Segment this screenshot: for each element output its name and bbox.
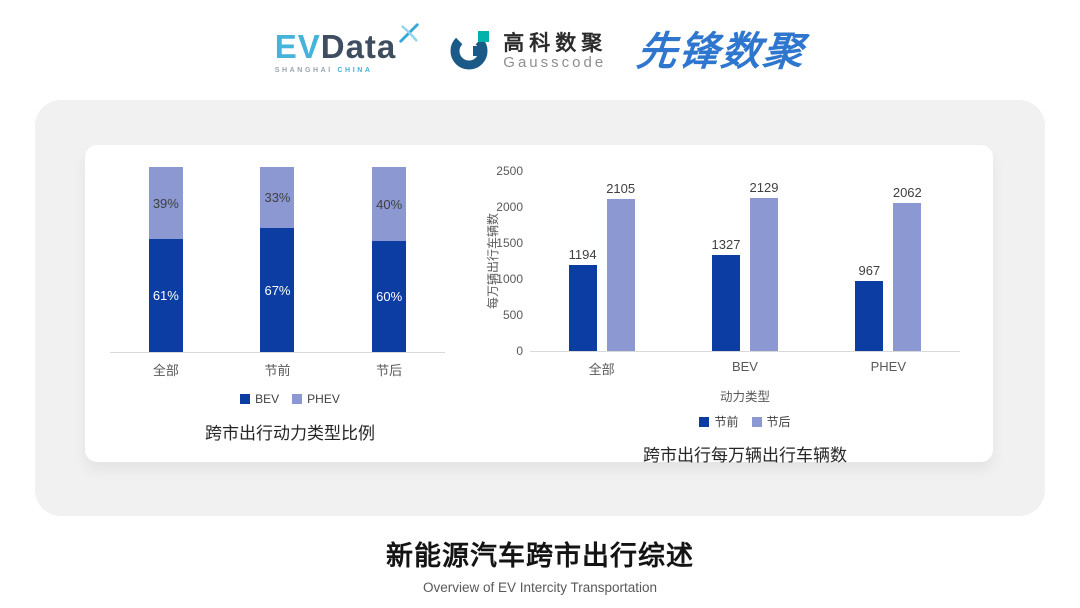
legend-swatch — [751, 416, 762, 427]
stacked-categories: 全部 节前 节后 — [110, 360, 445, 379]
x-category-label: BEV — [731, 359, 758, 374]
bar-group: 1327 2129 — [712, 180, 778, 351]
evdata-logo-china: CHINA — [337, 67, 373, 74]
bev-bar-segment: 67% — [260, 228, 295, 352]
legend-item: 节前 — [699, 413, 739, 430]
grouped-bar: 1327 — [712, 237, 740, 351]
phev-percent-label: 33% — [264, 190, 291, 206]
bev-percent-label: 60% — [376, 289, 403, 304]
stacked-bar: 39% 61% — [144, 167, 188, 352]
grouped-plot: 1194 2105 1327 2129 967 2062 — [530, 171, 960, 352]
x-category-label: 全部 — [588, 362, 615, 377]
charts-panel: 39% 61% 33% 67% 40% 60% 全部 节前 节后 BEV PHEV 跨市出行动力… — [85, 145, 993, 465]
phev-percent-label: 40% — [376, 196, 403, 212]
bev-percent-label: 61% — [152, 288, 179, 304]
legend-swatch — [240, 394, 251, 404]
phev-percent-label: 39% — [152, 195, 179, 211]
legend-item: PHEV — [292, 392, 340, 406]
evdata-logo-shanghai: SHANGHAI — [274, 67, 333, 74]
gausscode-logo: 高科数聚 Gausscode — [448, 27, 607, 78]
y-tick-label: 0 — [516, 344, 523, 358]
chart-power-type-ratio: 39% 61% 33% 67% 40% 60% 全部 节前 节后 BEV PHEV 跨市出行动力… — [110, 145, 470, 462]
x-category-label: PHEV — [870, 359, 907, 374]
legend-swatch — [699, 416, 710, 427]
xianfeng-logo: 先锋数聚 — [634, 30, 808, 74]
evdata-logo: EV Data SHANGHAI CHINA — [274, 23, 419, 74]
stacked-plot: 39% 61% 33% 67% 40% 60% — [110, 167, 445, 353]
stacked-bar: 40% 60% — [367, 167, 411, 352]
bev-percent-label: 67% — [264, 282, 291, 298]
x-category-label: 节后 — [376, 363, 403, 378]
bar-value-label: 2062 — [892, 184, 922, 200]
chart-title: 跨市出行动力类型比例 — [205, 424, 375, 443]
chart-trips-per-10k: 每万辆出行车辆数 0 500 1000 1500 2000 2500 1194 2105 13… — [483, 145, 960, 465]
bar-value-label: 2105 — [606, 181, 636, 197]
bar-value-label: 2129 — [749, 179, 779, 195]
legend-swatch — [292, 394, 303, 404]
grouped-bar: 2105 — [606, 181, 635, 351]
grouped-bar: 1194 — [568, 247, 597, 351]
y-tick-label: 1000 — [496, 272, 523, 286]
legend-label: 节前 — [714, 415, 739, 429]
legend-label: 节后 — [766, 415, 791, 429]
bev-bar-segment: 60% — [372, 241, 407, 352]
legend-label: PHEV — [307, 392, 340, 406]
chart-title: 跨市出行每万辆出行车辆数 — [643, 446, 847, 465]
stacked-legend: BEV PHEV — [110, 392, 470, 406]
evdata-logo-ev: EV — [274, 28, 321, 65]
bar-group: 967 2062 — [855, 185, 922, 351]
grouped-bar: 2062 — [893, 185, 922, 351]
y-axis: 每万辆出行车辆数 0 500 1000 1500 2000 2500 — [483, 164, 523, 358]
bar-value-label: 1327 — [711, 237, 741, 253]
evdata-logo-data: Data — [320, 28, 397, 65]
page-subtitle: Overview of EV Intercity Transportation — [422, 580, 658, 595]
bar-value-label: 1194 — [568, 247, 597, 263]
x-category-label: 节前 — [264, 363, 291, 378]
x-category-label: 全部 — [152, 363, 179, 378]
legend-item: BEV — [240, 392, 279, 406]
bar-value-label: 967 — [858, 263, 881, 279]
bev-bar-segment: 61% — [148, 239, 183, 352]
grouped-bar: 2129 — [750, 180, 778, 351]
phev-bar-segment: 40% — [372, 167, 407, 241]
y-tick-label: 1500 — [496, 236, 523, 250]
grouped-bar: 967 — [855, 263, 884, 351]
y-tick-label: 500 — [502, 308, 523, 322]
y-tick-label: 2000 — [496, 200, 523, 214]
grouped-categories: 全部 BEV PHEV — [530, 359, 960, 378]
x-axis-label: 动力类型 — [719, 390, 770, 404]
gausscode-logo-en: Gausscode — [503, 54, 607, 72]
charts-card: 39% 61% 33% 67% 40% 60% 全部 节前 节后 BEV PHEV 跨市出行动力… — [35, 100, 1045, 516]
logo-header: EV Data SHANGHAI CHINA — [0, 0, 1080, 84]
bar-group: 1194 2105 — [568, 181, 635, 351]
legend-item: 节后 — [751, 413, 791, 430]
phev-bar-segment: 33% — [260, 167, 295, 229]
grouped-legend: 节前 节后 — [530, 413, 960, 430]
y-tick-label: 2500 — [496, 164, 523, 178]
gausscode-g-icon — [448, 27, 494, 78]
page-title: 新能源汽车跨市出行综述 — [386, 541, 694, 571]
stacked-bar: 33% 67% — [255, 167, 299, 352]
sparkle-x-icon — [398, 16, 420, 49]
y-axis-label: 每万辆出行车辆数 — [486, 213, 500, 310]
legend-label: BEV — [255, 392, 280, 406]
gausscode-logo-cn: 高科数聚 — [503, 32, 608, 56]
phev-bar-segment: 39% — [148, 167, 183, 240]
